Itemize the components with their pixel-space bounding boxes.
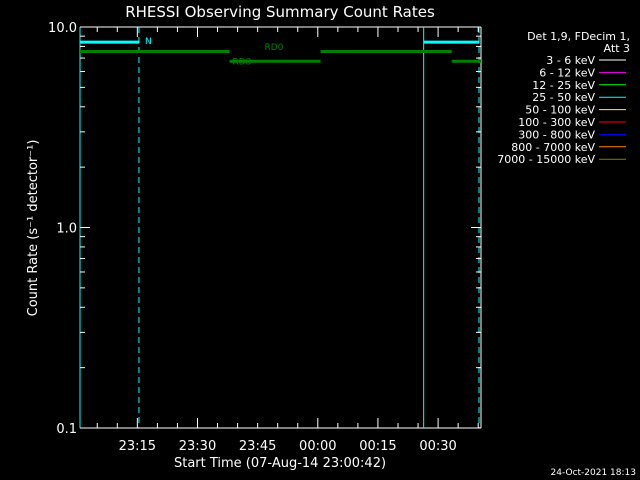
y-tick-label: 0.1 [56, 422, 77, 437]
footer-timestamp: 24-Oct-2021 18:13 [551, 468, 636, 478]
y-tick-label: 1.0 [56, 222, 77, 237]
x-tick-label: 23:30 [179, 439, 216, 454]
legend-entry-label: 300 - 800 keV [518, 128, 595, 141]
decimation-label: RD8 [232, 58, 251, 68]
x-tick-label: 00:15 [359, 439, 396, 454]
x-tick-label: 23:15 [119, 439, 156, 454]
legend-entry-label: 25 - 50 keV [532, 91, 595, 104]
night-bar-label: N [145, 37, 152, 47]
y-axis-label: Count Rate (s⁻¹ detector⁻¹) [26, 140, 41, 317]
legend-entry-label: 800 - 7000 keV [511, 141, 595, 154]
y-tick-label: 10.0 [48, 21, 77, 36]
legend-entry-label: 7000 - 15000 keV [497, 153, 595, 166]
x-tick-label: 00:30 [419, 439, 456, 454]
legend-entry-label: 3 - 6 keV [546, 54, 595, 67]
legend-entry-label: 12 - 25 keV [532, 79, 595, 92]
legend-header: Att 3 [604, 42, 630, 55]
x-tick-label: 23:45 [239, 439, 276, 454]
legend-entry-label: 50 - 100 keV [525, 104, 595, 117]
legend-entry-label: 100 - 300 keV [518, 116, 595, 129]
x-axis-label: Start Time (07-Aug-14 23:00:42) [174, 456, 386, 471]
decimation-label: RD0 [264, 43, 283, 53]
x-tick-label: 00:00 [299, 439, 336, 454]
legend-header: Det 1,9, FDecim 1, [527, 30, 630, 43]
plot-area: N RD0 RD8 10.0 1.0 0.1 23:15 23:30 23:45 00:00 0… [48, 21, 482, 454]
chart-title: RHESSI Observing Summary Count Rates [125, 3, 435, 21]
legend-entry-label: 6 - 12 keV [539, 66, 595, 79]
